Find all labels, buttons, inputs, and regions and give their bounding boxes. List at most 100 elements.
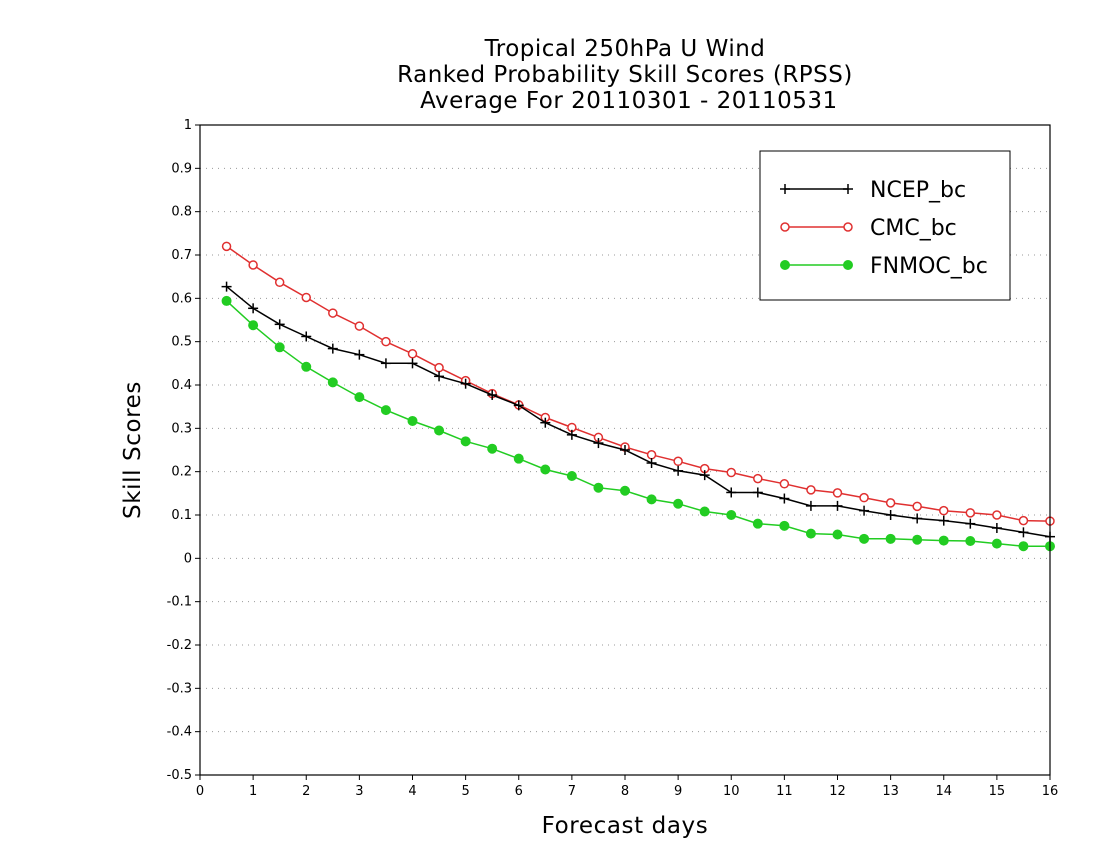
data-point-cmc-bc [646, 450, 657, 460]
y-tick-label: -0.4 [167, 725, 192, 740]
x-tick-label: 2 [302, 784, 310, 799]
y-tick-label: 0.7 [171, 248, 192, 263]
data-point-ncep-bc [779, 493, 790, 504]
data-point-fnmoc-bc [938, 535, 949, 546]
data-point-ncep-bc [566, 429, 577, 440]
data-point-cmc-bc [407, 349, 418, 359]
x-tick-label: 6 [515, 784, 523, 799]
data-point-ncep-bc [407, 358, 418, 369]
series-line-ncep-bc [226, 286, 1051, 538]
x-tick-label: 13 [882, 784, 899, 799]
legend-item-fnmoc-bc: FNMOC_bc [780, 254, 988, 279]
legend-marker [780, 260, 790, 270]
axis-ticks: -0.5 -0.4 -0.3 -0.2 -0.1 0 0.1 0.2 0.3 0.4 0.5 0.6 0… [167, 118, 1059, 799]
data-point-fnmoc-bc [460, 436, 471, 447]
data-point-fnmoc-bc [248, 320, 259, 331]
data-point-ncep-bc [327, 343, 338, 354]
data-point-cmc-bc [274, 277, 285, 288]
data-point-fnmoc-bc [354, 392, 365, 403]
data-point-fnmoc-bc [805, 528, 816, 539]
x-tick-label: 14 [935, 784, 952, 799]
data-point-fnmoc-bc [779, 520, 790, 531]
legend-label-fnmoc-bc: FNMOC_bc [870, 254, 988, 279]
data-point-fnmoc-bc [859, 533, 870, 544]
data-point-cmc-bc [328, 308, 338, 318]
data-point-ncep-bc [912, 513, 923, 524]
data-point-fnmoc-bc [832, 529, 843, 540]
legend-label-ncep-bc: NCEP_bc [870, 178, 966, 203]
data-point-ncep-bc [1018, 527, 1029, 538]
data-point-fnmoc-bc [407, 415, 418, 426]
data-point-cmc-bc [221, 241, 232, 252]
title-line-2: Ranked Probability Skill Scores (RPSS) [397, 62, 853, 88]
y-axis-label: Skill Scores [120, 381, 146, 519]
data-point-fnmoc-bc [593, 482, 604, 493]
data-point-ncep-bc [620, 445, 630, 455]
data-point-fnmoc-bc [646, 494, 657, 505]
data-point-fnmoc-bc [726, 510, 737, 520]
data-point-cmc-bc [832, 488, 843, 498]
data-point-ncep-bc [274, 319, 285, 330]
x-tick-label: 5 [461, 784, 469, 799]
data-point-ncep-bc [938, 515, 949, 526]
chart-title: Tropical 250hPa U Wind Ranked Probabilit… [200, 36, 1050, 114]
data-point-fnmoc-bc [673, 498, 684, 509]
legend-item-ncep-bc: NCEP_bc [780, 178, 966, 203]
data-point-cmc-bc [779, 479, 790, 489]
data-point-cmc-bc [301, 292, 311, 303]
y-tick-label: 0.5 [171, 335, 192, 350]
data-point-ncep-bc [248, 303, 259, 314]
data-point-fnmoc-bc [327, 377, 338, 388]
legend-marker [780, 222, 790, 232]
data-point-cmc-bc [726, 467, 736, 478]
data-point-ncep-bc [646, 458, 657, 468]
data-point-fnmoc-bc [380, 405, 391, 416]
data-point-cmc-bc [753, 473, 763, 484]
data-point-ncep-bc [460, 378, 471, 389]
data-point-cmc-bc [912, 501, 922, 512]
data-point-ncep-bc [805, 500, 816, 511]
data-point-ncep-bc [832, 500, 843, 511]
x-tick-label: 9 [674, 784, 682, 799]
y-tick-label: 0.3 [171, 421, 192, 436]
data-point-fnmoc-bc [274, 342, 285, 353]
x-tick-label: 1 [249, 784, 257, 799]
data-point-fnmoc-bc [752, 518, 763, 529]
data-point-ncep-bc [673, 465, 684, 476]
data-point-cmc-bc [939, 505, 949, 516]
data-point-ncep-bc [752, 487, 763, 498]
x-tick-label: 16 [1042, 784, 1059, 799]
series-layer [221, 241, 1055, 552]
x-tick-label: 12 [829, 784, 846, 799]
data-point-fnmoc-bc [620, 485, 630, 496]
y-tick-label: 0 [184, 551, 192, 566]
data-point-cmc-bc [673, 456, 683, 467]
data-point-cmc-bc [434, 362, 444, 373]
x-tick-label: 15 [989, 784, 1006, 799]
data-point-fnmoc-bc [699, 506, 710, 517]
data-point-ncep-bc [221, 281, 232, 292]
data-point-fnmoc-bc [1018, 541, 1029, 552]
series-line-fnmoc-bc [226, 300, 1050, 547]
data-point-ncep-bc [991, 523, 1002, 533]
data-point-ncep-bc [354, 349, 365, 360]
data-point-cmc-bc [859, 492, 869, 503]
legend-marker [780, 184, 790, 194]
data-point-ncep-bc [965, 518, 976, 529]
legend-marker [843, 184, 853, 194]
legend-marker [843, 222, 853, 232]
data-point-fnmoc-bc [885, 533, 896, 544]
data-point-cmc-bc [806, 485, 816, 495]
data-point-cmc-bc [1018, 515, 1029, 526]
data-point-cmc-bc [248, 260, 258, 270]
data-point-cmc-bc [965, 508, 976, 518]
data-point-ncep-bc [301, 331, 312, 342]
legend-marker [843, 260, 853, 270]
data-point-ncep-bc [859, 505, 870, 516]
data-point-ncep-bc [593, 438, 604, 449]
data-point-fnmoc-bc [965, 536, 976, 546]
y-tick-label: -0.2 [167, 638, 192, 653]
data-point-ncep-bc [434, 371, 445, 382]
data-point-fnmoc-bc [513, 453, 524, 464]
